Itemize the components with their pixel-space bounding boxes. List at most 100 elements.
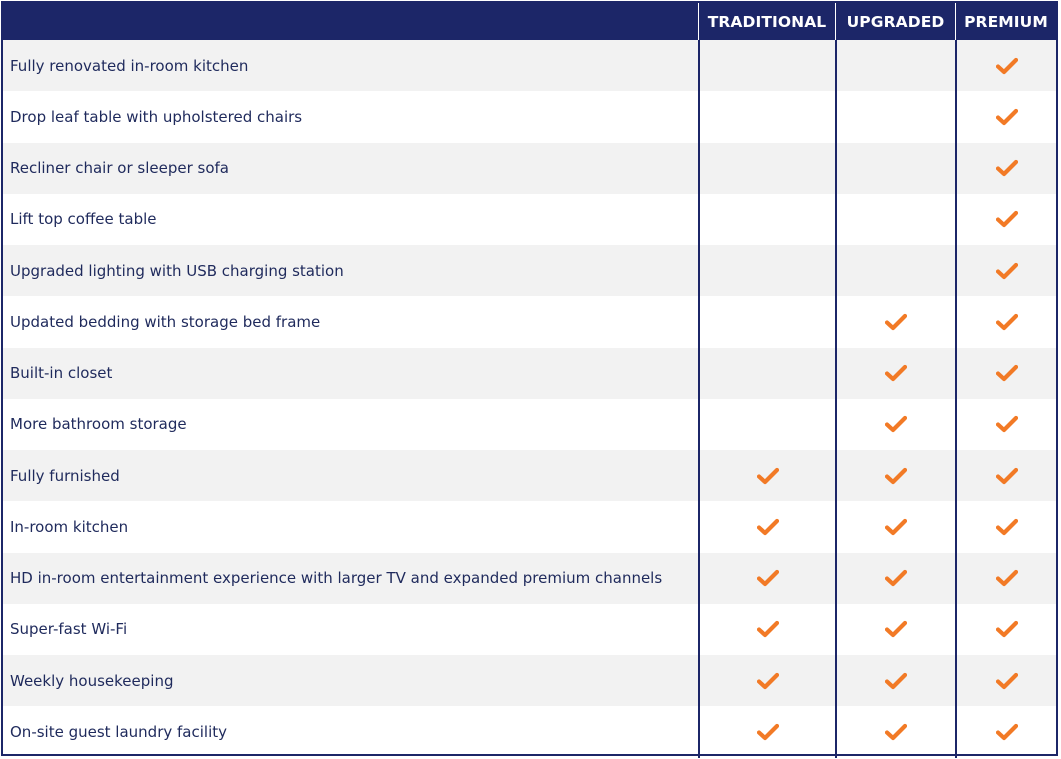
cell-upgraded <box>835 296 955 348</box>
feature-label: HD in-room entertainment experience with… <box>10 569 663 588</box>
checkmark-icon <box>995 467 1018 484</box>
cell-traditional <box>698 501 835 553</box>
feature-label: Drop leaf table with upholstered chairs <box>10 107 303 126</box>
cell-premium <box>955 347 1056 399</box>
cell-premium <box>955 552 1056 604</box>
checkmark-icon <box>995 672 1018 689</box>
cell-traditional <box>698 552 835 604</box>
checkmark-icon <box>756 467 779 484</box>
cell-upgraded <box>835 398 955 450</box>
feature-label: Lift top coffee table <box>10 210 157 229</box>
table-row: On-site guest laundry facility <box>3 706 1056 758</box>
cell-premium <box>955 655 1056 707</box>
cell-upgraded <box>835 603 955 655</box>
cell-traditional <box>698 40 835 92</box>
cell-upgraded <box>835 142 955 194</box>
checkmark-icon <box>885 467 907 484</box>
checkmark-icon <box>995 416 1018 433</box>
checkmark-icon <box>995 211 1018 228</box>
feature-label: More bathroom storage <box>10 415 187 434</box>
checkmark-icon <box>885 416 907 433</box>
feature-label: Fully renovated in-room kitchen <box>10 56 249 75</box>
checkmark-icon <box>885 518 907 535</box>
checkmark-icon <box>756 621 779 638</box>
table-row: Fully furnished <box>3 450 1056 502</box>
cell-premium <box>955 40 1056 92</box>
cell-premium <box>955 245 1056 297</box>
checkmark-icon <box>885 365 907 382</box>
cell-upgraded <box>835 91 955 143</box>
checkmark-icon <box>756 570 779 587</box>
cell-traditional <box>698 91 835 143</box>
cell-upgraded <box>835 40 955 92</box>
table-header: TRADITIONAL UPGRADED PREMIUM <box>3 3 1056 40</box>
checkmark-icon <box>756 518 779 535</box>
checkmark-icon <box>756 723 779 740</box>
cell-traditional <box>698 296 835 348</box>
checkmark-icon <box>995 365 1018 382</box>
checkmark-icon <box>995 518 1018 535</box>
table-row: Upgraded lighting with USB charging stat… <box>3 245 1056 297</box>
cell-upgraded <box>835 655 955 707</box>
cell-traditional <box>698 655 835 707</box>
table-row: HD in-room entertainment experience with… <box>3 552 1056 604</box>
checkmark-icon <box>995 160 1018 177</box>
table-row: Built-in closet <box>3 347 1056 399</box>
checkmark-icon <box>995 723 1018 740</box>
table-row: In-room kitchen <box>3 501 1056 553</box>
table-row: Lift top coffee table <box>3 193 1056 245</box>
table-row: Weekly housekeeping <box>3 655 1056 707</box>
cell-upgraded <box>835 347 955 399</box>
checkmark-icon <box>885 621 907 638</box>
checkmark-icon <box>885 672 907 689</box>
feature-label: Fully furnished <box>10 466 120 485</box>
feature-label: Recliner chair or sleeper sofa <box>10 159 229 178</box>
checkmark-icon <box>995 57 1018 74</box>
cell-upgraded <box>835 706 955 758</box>
feature-label: Built-in closet <box>10 364 113 383</box>
cell-premium <box>955 91 1056 143</box>
cell-premium <box>955 501 1056 553</box>
cell-premium <box>955 142 1056 194</box>
table-body: Fully renovated in-room kitchen Drop leaf… <box>3 40 1056 758</box>
checkmark-icon <box>885 313 907 330</box>
feature-label: Weekly housekeeping <box>10 671 174 690</box>
cell-traditional <box>698 193 835 245</box>
cell-traditional <box>698 142 835 194</box>
cell-upgraded <box>835 552 955 604</box>
cell-premium <box>955 193 1056 245</box>
cell-traditional <box>698 603 835 655</box>
checkmark-icon <box>885 570 907 587</box>
cell-traditional <box>698 450 835 502</box>
cell-upgraded <box>835 501 955 553</box>
table-row: More bathroom storage <box>3 398 1056 450</box>
header-traditional: TRADITIONAL <box>698 3 835 40</box>
cell-premium <box>955 450 1056 502</box>
feature-label: Upgraded lighting with USB charging stat… <box>10 261 344 280</box>
header-premium: PREMIUM <box>955 3 1056 40</box>
checkmark-icon <box>756 672 779 689</box>
feature-label: Super-fast Wi-Fi <box>10 620 128 639</box>
checkmark-icon <box>995 313 1018 330</box>
cell-premium <box>955 603 1056 655</box>
cell-traditional <box>698 398 835 450</box>
feature-label: In-room kitchen <box>10 517 129 536</box>
checkmark-icon <box>995 108 1018 125</box>
cell-premium <box>955 398 1056 450</box>
cell-upgraded <box>835 450 955 502</box>
table-row: Updated bedding with storage bed frame <box>3 296 1056 348</box>
cell-premium <box>955 706 1056 758</box>
checkmark-icon <box>995 570 1018 587</box>
header-upgraded: UPGRADED <box>835 3 955 40</box>
feature-label: On-site guest laundry facility <box>10 722 227 741</box>
checkmark-icon <box>995 621 1018 638</box>
checkmark-icon <box>995 262 1018 279</box>
cell-traditional <box>698 347 835 399</box>
cell-traditional <box>698 706 835 758</box>
table-row: Super-fast Wi-Fi <box>3 603 1056 655</box>
cell-premium <box>955 296 1056 348</box>
checkmark-icon <box>885 723 907 740</box>
table-row: Drop leaf table with upholstered chairs <box>3 91 1056 143</box>
header-feature-cell <box>3 3 698 40</box>
